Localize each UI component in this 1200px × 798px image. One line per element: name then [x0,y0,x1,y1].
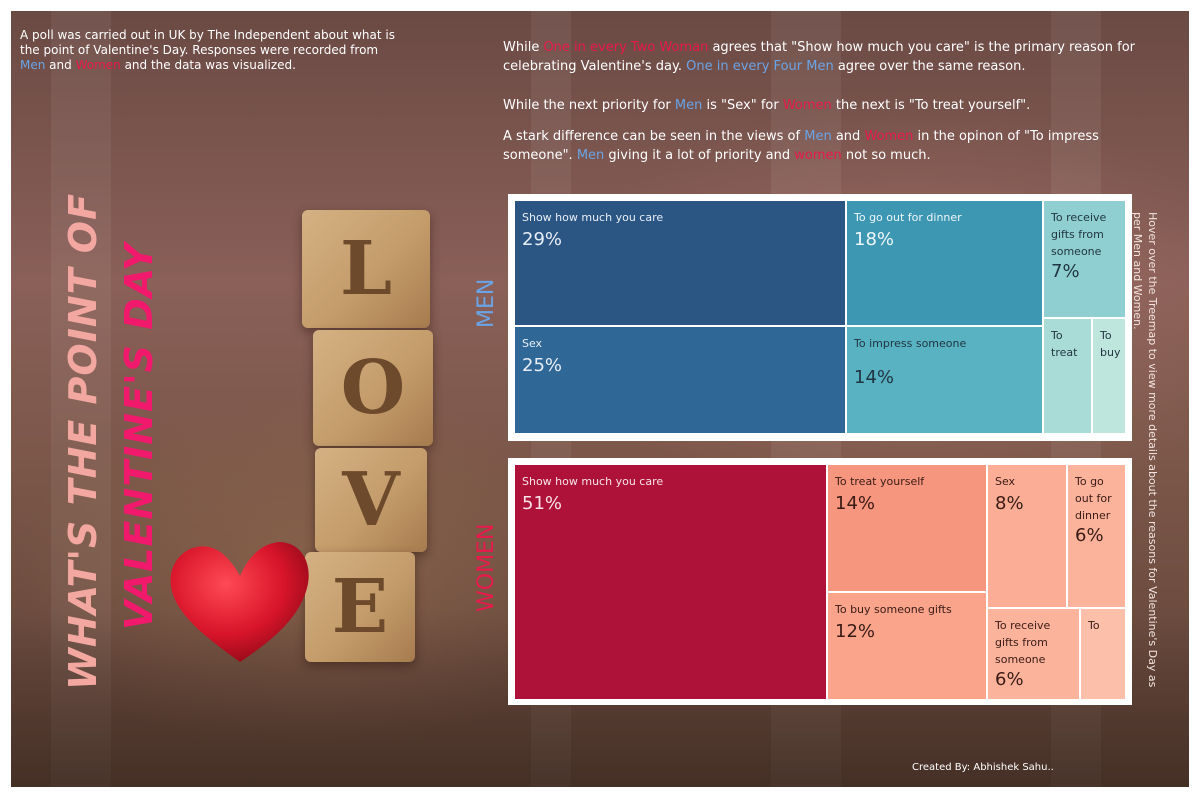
cell-value: 14% [835,493,876,514]
cell-label: Show how much you care [522,211,664,224]
cell-value: 6% [995,669,1024,690]
men-cell[interactable]: To receive gifts from someone 7% [1043,200,1126,318]
cell-value: 18% [854,229,895,250]
insight-1: While One in every Two Woman agrees that… [503,40,1136,74]
cell-value: 14% [854,367,895,388]
men-cell[interactable]: To impress someone 14% [846,326,1043,434]
cell-label: Show how much you care [522,475,664,488]
women-cell[interactable]: To receive gifts from someone 6% [987,608,1080,700]
cell-label: To buy [1100,329,1121,359]
women-cell[interactable]: To buy someone gifts 12% [827,592,987,700]
cell-value: 25% [522,355,563,376]
page-title: WHAT'S THE POINT OF VALENTINE'S DAY [55,110,165,690]
cell-value: 7% [1051,261,1080,282]
cell-label: To receive gifts from someone [1051,211,1107,258]
cell-label: To treat yourself [835,475,925,488]
title-line-2: VALENTINE'S DAY [117,242,161,630]
cell-label: To buy someone gifts [835,603,952,616]
cell-label: To [1088,619,1100,632]
intro-women: Women [75,58,121,72]
cell-value: 29% [522,229,563,250]
block-l: L [302,210,430,328]
cell-label: Sex [995,475,1016,488]
love-blocks-photo: L O V E [165,200,445,670]
title-line-1: WHAT'S THE POINT OF [61,192,105,690]
cell-value: 51% [522,493,563,514]
men-cell[interactable]: To buy [1092,318,1126,434]
intro-text: A poll was carried out in UK by The Inde… [20,28,395,72]
women-cell[interactable]: Sex 8% [987,464,1067,608]
block-o: O [313,330,433,446]
women-treemap-label: WOMEN [474,523,499,612]
women-cell[interactable]: Show how much you care 51% [514,464,827,700]
men-cell[interactable]: Sex 25% [514,326,846,434]
insight-3: A stark difference can be seen in the vi… [503,129,1099,163]
men-cell[interactable]: To treat [1043,318,1092,434]
cell-label: To go out for dinner [854,211,962,224]
men-cell[interactable]: To go out for dinner 18% [846,200,1043,326]
block-v: V [315,448,427,552]
heart-icon [170,542,309,662]
credit-text: Created By: Abhishek Sahu.. [912,762,1054,773]
men-treemap-label: MEN [474,278,499,328]
women-cell[interactable]: To treat yourself 14% [827,464,987,592]
cell-value: 12% [835,621,876,642]
women-cell[interactable]: To go out for dinner 6% [1067,464,1126,608]
cell-value: 8% [995,493,1024,514]
women-treemap[interactable]: Show how much you care 51% To treat yourse… [508,458,1132,705]
cell-label: To treat [1051,329,1078,359]
women-cell[interactable]: To [1080,608,1126,700]
cell-label: To go out for dinner [1075,475,1112,522]
cell-label: Sex [522,337,543,350]
men-cell[interactable]: Show how much you care 29% [514,200,846,326]
men-treemap[interactable]: Show how much you care 29% Sex 25% To go out… [508,194,1132,441]
cell-label: To impress someone [854,337,967,350]
intro-men: Men [20,58,46,72]
cell-value: 6% [1075,525,1104,546]
cell-label: To receive gifts from someone [995,619,1051,666]
block-e: E [305,552,415,662]
hover-hint: Hover over the Treemap to view more deta… [1131,212,1159,688]
insight-2: While the next priority for Men is "Sex"… [503,98,1031,113]
